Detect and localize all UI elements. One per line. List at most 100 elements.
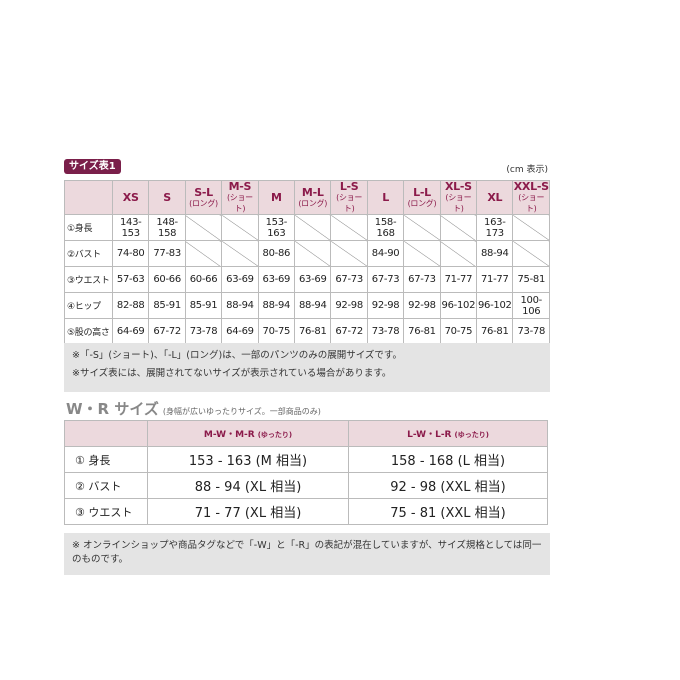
value-cell: 158-168 <box>366 214 405 241</box>
value-cell: 73-78 <box>512 318 550 345</box>
value-cell: 70-75 <box>439 318 478 345</box>
not-available-cell <box>294 240 332 267</box>
not-available-cell <box>330 240 368 267</box>
size-sub: (ゆったり) <box>257 431 293 439</box>
value-cell: 92-98 <box>403 292 441 319</box>
value-cell: 88-94 <box>221 292 259 319</box>
not-available-cell <box>439 214 478 241</box>
value-cell: 80-86 <box>257 240 296 267</box>
not-available-cell <box>512 240 550 267</box>
size-header: M <box>257 180 296 215</box>
size-header: M-S (ショート) <box>221 180 259 215</box>
value-cell: 67-72 <box>330 318 368 345</box>
value-cell: 64-69 <box>111 318 150 345</box>
value-cell: 92 - 98 (XXL 相当) <box>348 472 548 499</box>
row-label: ③ ウエスト <box>64 498 148 525</box>
value-cell: 76-81 <box>294 318 332 345</box>
value-cell: 71-77 <box>439 266 478 293</box>
value-cell: 88-94 <box>257 292 296 319</box>
value-cell: 71-77 <box>476 266 514 293</box>
note-line: ※「-S」(ショート)、「-L」(ロング)は、一部のパンツのみの展開サイズです。 <box>72 350 402 361</box>
row-label: ⑤股の高さ <box>64 318 113 345</box>
value-cell: 57-63 <box>111 266 150 293</box>
size-sub: (ショート) <box>445 193 472 213</box>
not-available-cell <box>294 214 332 241</box>
table-row: ① 身長 153 - 163 (M 相当) 158 - 168 (L 相当) <box>64 446 548 473</box>
size-sub: (ゆったり) <box>454 431 489 439</box>
size-name: M-S <box>228 180 252 193</box>
value-cell: 64-69 <box>221 318 259 345</box>
not-available-cell <box>221 214 259 241</box>
row-label: ① 身長 <box>64 446 148 473</box>
value-cell: 76-81 <box>476 318 514 345</box>
size-name: L <box>382 191 389 204</box>
size-header: XL-S (ショート) <box>439 180 478 215</box>
size-chart-table: XS S S-L (ロング) M-S (ショート) M M-L (ロング) L-S (ショート) L L… <box>64 180 550 345</box>
value-cell: 88-94 <box>294 292 332 319</box>
value-cell: 100-106 <box>512 292 550 319</box>
size-name: XL <box>487 191 503 204</box>
size-header: M-W・M-R (ゆったり) <box>147 420 349 447</box>
size-name: XS <box>122 191 139 204</box>
value-cell: 75-81 <box>512 266 550 293</box>
size-name: L-W・L-R <box>407 430 452 440</box>
value-cell: 84-90 <box>366 240 405 267</box>
value-cell: 92-98 <box>330 292 368 319</box>
value-cell: 148-158 <box>148 214 186 241</box>
value-cell: 85-91 <box>148 292 186 319</box>
not-available-cell <box>439 240 478 267</box>
size-name: L-S <box>339 180 359 193</box>
size-header: XS <box>111 180 150 215</box>
wr-note: ※ オンラインショップや商品タグなどで「-W」と「-R」の表記が混在していますが… <box>64 533 550 575</box>
value-cell: 73-78 <box>184 318 223 345</box>
row-label: ② バスト <box>64 472 148 499</box>
value-cell: 153 - 163 (M 相当) <box>147 446 349 473</box>
value-cell: 85-91 <box>184 292 223 319</box>
table-row: ⑤股の高さ 64-69 67-72 73-78 64-69 70-75 76-81 67-72… <box>64 318 550 345</box>
value-cell: 71 - 77 (XL 相当) <box>147 498 349 525</box>
value-cell: 76-81 <box>403 318 441 345</box>
size-name: XXL-S <box>513 180 549 193</box>
size-sub: (ロング) <box>407 198 437 208</box>
row-label: ①身長 <box>64 214 113 241</box>
value-cell: 88-94 <box>476 240 514 267</box>
value-cell: 75 - 81 (XXL 相当) <box>348 498 548 525</box>
not-available-cell <box>403 240 441 267</box>
table-row: ①身長 143-153 148-158 153-163 158-168 163-173 <box>64 214 550 241</box>
wr-size-table: M-W・M-R (ゆったり) L-W・L-R (ゆったり) ① 身長 153 - 163 … <box>64 420 548 525</box>
value-cell: 60-66 <box>184 266 223 293</box>
value-cell: 67-73 <box>330 266 368 293</box>
table-row: ②バスト 74-80 77-83 80-86 84-90 88-94 <box>64 240 550 267</box>
corner-cell <box>64 420 148 447</box>
size-sub: (ショート) <box>518 193 545 213</box>
value-cell: 67-73 <box>366 266 405 293</box>
value-cell: 63-69 <box>294 266 332 293</box>
size-name: S-L <box>194 185 213 199</box>
not-available-cell <box>512 214 550 241</box>
value-cell: 153-163 <box>257 214 296 241</box>
row-label: ③ウエスト <box>64 266 113 293</box>
table-row: ④ヒップ 82-88 85-91 85-91 88-94 88-94 88-94 92-98 9… <box>64 292 550 319</box>
corner-cell <box>64 180 113 215</box>
value-cell: 158 - 168 (L 相当) <box>348 446 548 473</box>
value-cell: 92-98 <box>366 292 405 319</box>
wr-title-text: W・R サイズ <box>66 400 159 418</box>
wr-subtitle: (身幅が広いゆったりサイズ。一部商品のみ) <box>162 407 321 416</box>
size-header: M-L (ロング) <box>294 180 332 215</box>
size-header: S <box>148 180 186 215</box>
not-available-cell <box>184 214 223 241</box>
value-cell: 70-75 <box>257 318 296 345</box>
size-sub: (ショート) <box>226 193 253 213</box>
size-header: L-W・L-R (ゆったり) <box>348 420 548 447</box>
size-chart-notes: ※「-S」(ショート)、「-L」(ロング)は、一部のパンツのみの展開サイズです。… <box>64 343 550 392</box>
size-header: XXL-S (ショート) <box>512 180 550 215</box>
value-cell: 82-88 <box>111 292 150 319</box>
value-cell: 67-73 <box>403 266 441 293</box>
row-label: ②バスト <box>64 240 113 267</box>
value-cell: 96-102 <box>439 292 478 319</box>
not-available-cell <box>184 240 223 267</box>
value-cell: 63-69 <box>221 266 259 293</box>
header-row: M-W・M-R (ゆったり) L-W・L-R (ゆったり) <box>64 420 548 447</box>
size-header: L-L (ロング) <box>403 180 441 215</box>
value-cell: 67-72 <box>148 318 186 345</box>
